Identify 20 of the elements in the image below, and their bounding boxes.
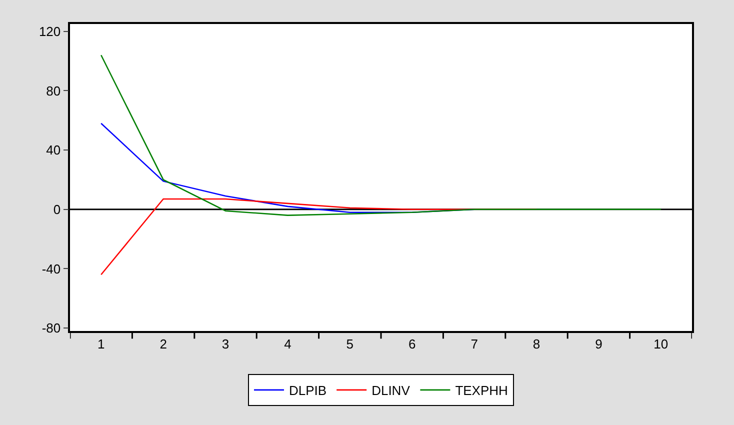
x-tick-label: 3 — [222, 336, 230, 352]
legend-label: DLINV — [372, 383, 410, 398]
y-tick-label: 120 — [38, 24, 61, 39]
x-tick-label: 5 — [346, 336, 354, 352]
x-tick-label: 6 — [408, 336, 416, 352]
legend-label: TEXPHH — [455, 383, 508, 398]
x-tick-label: 2 — [160, 336, 167, 352]
y-tick-label: -40 — [42, 261, 61, 276]
x-tick-label: 1 — [97, 336, 105, 352]
y-tick-label: -80 — [42, 320, 61, 336]
x-tick-label: 10 — [654, 336, 668, 352]
x-tick-label: 9 — [595, 336, 602, 352]
y-tick-label: 80 — [46, 83, 61, 98]
x-tick-label: 8 — [532, 336, 540, 352]
x-tick-label: 4 — [284, 336, 292, 352]
y-tick-label: 0 — [53, 202, 61, 217]
y-tick-label: 40 — [46, 142, 61, 158]
line-series — [100, 54, 662, 216]
x-tick-label: 7 — [470, 336, 478, 352]
legend-label: DLPIB — [289, 383, 327, 398]
